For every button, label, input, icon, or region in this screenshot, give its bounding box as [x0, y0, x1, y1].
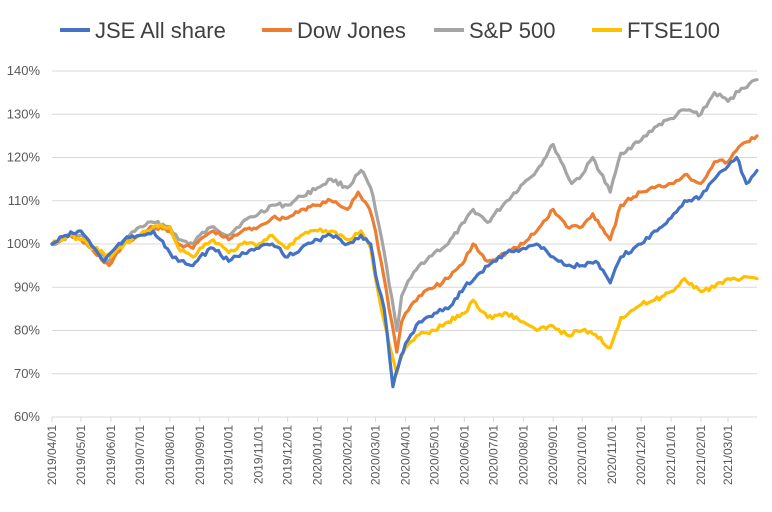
x-tick-label: 2019/10/01 — [222, 425, 236, 485]
y-tick-label: 100% — [7, 236, 41, 251]
x-tick-label: 2019/07/01 — [133, 425, 147, 485]
x-tick-label: 2020/10/01 — [575, 425, 589, 485]
x-tick-label: 2020/12/01 — [634, 425, 648, 485]
legend-label-sp: S&P 500 — [469, 18, 555, 43]
x-tick-label: 2020/03/01 — [369, 425, 383, 485]
x-tick-label: 2019/11/01 — [252, 425, 266, 484]
legend-label-dow: Dow Jones — [297, 18, 406, 43]
x-tick-label: 2020/11/01 — [605, 425, 619, 484]
x-tick-label: 2020/08/01 — [516, 425, 530, 485]
x-tick-label: 2020/05/01 — [427, 425, 441, 485]
y-tick-label: 110% — [8, 193, 41, 208]
y-axis-tick-labels: 60% 70% 80% 90% 100% 110% 120% 130% 140% — [7, 63, 41, 424]
x-tick-label: 2020/06/01 — [457, 425, 471, 485]
legend: JSE All share Dow Jones S&P 500 FTSE100 — [60, 18, 720, 43]
x-tick-label: 2019/04/01 — [45, 425, 59, 485]
y-tick-label: 70% — [14, 366, 40, 381]
x-axis-tick-labels: 2019/04/01 2019/05/01 2019/06/01 2019/07/01… — [45, 417, 735, 485]
x-tick-label: 2019/09/01 — [193, 425, 207, 485]
legend-label-ftse: FTSE100 — [627, 18, 720, 43]
x-tick-label: 2020/02/01 — [341, 425, 355, 485]
series-lines — [50, 78, 759, 389]
x-tick-label: 2021/03/01 — [721, 425, 735, 485]
x-tick-label: 2020/07/01 — [486, 425, 500, 485]
y-tick-label: 140% — [7, 63, 41, 78]
x-tick-label: 2020/04/01 — [398, 425, 412, 485]
series-line-jse — [50, 155, 759, 389]
y-tick-label: 130% — [7, 106, 41, 121]
x-tick-label: 2021/01/01 — [664, 425, 678, 485]
gridlines — [52, 70, 757, 418]
x-tick-label: 2021/02/01 — [694, 425, 708, 485]
y-tick-label: 80% — [14, 323, 40, 338]
x-tick-label: 2020/01/01 — [311, 425, 325, 485]
x-tick-label: 2019/05/01 — [74, 425, 88, 485]
x-tick-label: 2019/06/01 — [104, 425, 118, 485]
series-line-sp — [50, 78, 759, 333]
x-tick-label: 2019/12/01 — [281, 425, 295, 485]
y-tick-label: 90% — [14, 279, 40, 294]
x-tick-label: 2019/08/01 — [163, 425, 177, 485]
legend-label-jse: JSE All share — [95, 18, 226, 43]
x-tick-label: 2020/09/01 — [546, 425, 560, 485]
y-tick-label: 60% — [14, 409, 40, 424]
y-tick-label: 120% — [7, 150, 41, 165]
